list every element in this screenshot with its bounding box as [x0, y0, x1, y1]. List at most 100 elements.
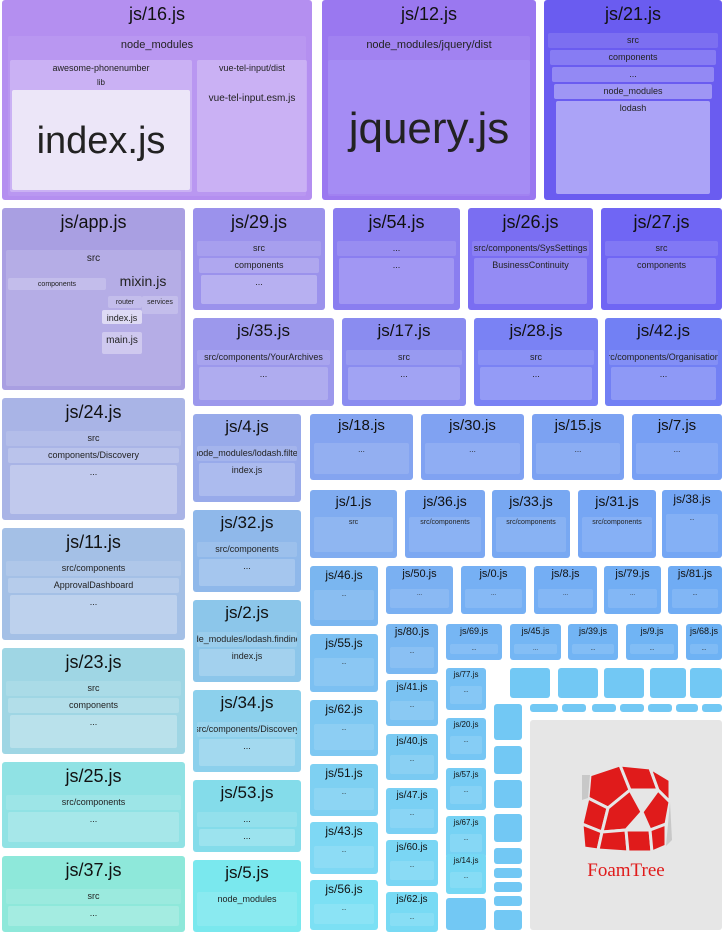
- bundle-tile[interactable]: js/67.js...: [446, 816, 486, 858]
- bundle-tile[interactable]: js/40.js...: [386, 734, 438, 780]
- bundle-tile[interactable]: js/18.js...: [310, 414, 413, 480]
- bundle-tile[interactable]: js/7.js...: [632, 414, 722, 480]
- bundle-tile[interactable]: js/56.js...: [310, 880, 378, 930]
- tile-group: ...: [8, 906, 179, 926]
- tile-group: lodash: [556, 101, 710, 194]
- tile-label: js/68.js: [689, 626, 718, 636]
- bundle-tile[interactable]: js/57.js...: [446, 768, 486, 810]
- bundle-tile[interactable]: js/79.js...: [604, 566, 661, 614]
- bundle-tile[interactable]: js/5.js node_modules: [193, 860, 301, 932]
- bundle-tile[interactable]: js/21.js src components... node_modules loda…: [544, 0, 722, 200]
- tile-group: ...: [339, 258, 454, 304]
- tile-label: js/40.js: [396, 736, 428, 747]
- tile-label: js/5.js: [225, 863, 269, 883]
- tile-label: js/36.js: [423, 492, 467, 509]
- bundle-tile[interactable]: js/32.js src/components...: [193, 510, 301, 592]
- bundle-tile[interactable]: js/34.js src/components/Discovery...: [193, 690, 301, 772]
- tile-group: ...: [10, 715, 177, 748]
- bundle-tile[interactable]: js/43.js...: [310, 822, 378, 874]
- bundle-tile[interactable]: js/47.js...: [386, 788, 438, 834]
- bundle-tile[interactable]: js/1.js src: [310, 490, 397, 558]
- bundle-tile[interactable]: js/46.js...: [310, 566, 378, 626]
- tile-group: ...: [199, 366, 328, 400]
- bundle-tile[interactable]: js/4.js node_modules/lodash.filter index.j…: [193, 414, 301, 502]
- tile-label: js/25.js: [65, 765, 122, 786]
- bundle-tile[interactable]: js/37.js src...: [2, 856, 185, 932]
- bundle-tile[interactable]: js/16.js node_modules awesome-phonenumber l…: [2, 0, 312, 200]
- bundle-tile[interactable]: js/42.js src/components/Organisations...: [605, 318, 722, 406]
- bundle-tile[interactable]: js/2.js node_modules/lodash.findindexinde…: [193, 600, 301, 682]
- bundle-tile[interactable]: js/26.js src/components/SysSettings Busine…: [468, 208, 593, 310]
- bundle-tile[interactable]: js/27.js src components: [601, 208, 722, 310]
- small-tile: [562, 704, 586, 712]
- bundle-tile[interactable]: js/62.js...: [386, 892, 438, 932]
- small-tile: [446, 898, 486, 930]
- bundle-tile[interactable]: js/36.js src/components: [405, 490, 485, 558]
- tile-group: ...: [10, 595, 177, 634]
- tile-group: components/Discovery: [8, 448, 179, 463]
- bundle-tile[interactable]: js/68.js...: [686, 624, 722, 660]
- bundle-tile[interactable]: js/25.js src/components...: [2, 762, 185, 848]
- bundle-tile[interactable]: js/55.js...: [310, 634, 378, 692]
- bundle-tile[interactable]: js/30.js...: [421, 414, 524, 480]
- tile-group: ...: [480, 366, 592, 400]
- bundle-tile[interactable]: js/14.js...: [446, 854, 486, 894]
- bundle-tile[interactable]: js/15.js...: [532, 414, 624, 480]
- tile-group: src: [314, 517, 393, 552]
- bundle-tile[interactable]: js/69.js...: [446, 624, 502, 660]
- bundle-tile[interactable]: js/17.js src...: [342, 318, 466, 406]
- bundle-tile[interactable]: js/33.js src/components: [492, 490, 570, 558]
- tile-group: ...: [465, 588, 522, 608]
- tile-label: js/27.js: [633, 211, 690, 232]
- bundle-tile[interactable]: js/62.js...: [310, 700, 378, 756]
- tile-group: ...: [314, 788, 374, 810]
- bundle-tile[interactable]: js/50.js...: [386, 566, 453, 614]
- tile-label: js/31.js: [595, 492, 639, 509]
- bundle-tile[interactable]: js/8.js...: [534, 566, 597, 614]
- tile-label: js/33.js: [509, 492, 553, 509]
- tile-group: ...: [611, 366, 716, 400]
- bundle-tile[interactable]: js/60.js...: [386, 840, 438, 886]
- tile-group: ...: [199, 558, 295, 586]
- bundle-tile[interactable]: js/54.js......: [333, 208, 460, 310]
- tile-group: ...: [390, 755, 434, 774]
- bundle-tile[interactable]: js/9.js...: [626, 624, 678, 660]
- bundle-tile[interactable]: js/81.js...: [668, 566, 722, 614]
- tile-label: js/37.js: [65, 859, 122, 880]
- small-tile: [592, 704, 616, 712]
- small-tile: [494, 848, 522, 864]
- tile-label: js/51.js: [325, 766, 363, 781]
- bundle-tile[interactable]: js/41.js...: [386, 680, 438, 726]
- tile-label: js/38.js: [673, 492, 711, 507]
- bundle-tile[interactable]: js/28.js src...: [474, 318, 598, 406]
- bundle-tile[interactable]: js/39.js...: [568, 624, 618, 660]
- bundle-tile[interactable]: js/11.js src/components ApprovalDashboard.…: [2, 528, 185, 640]
- tile-label: js/14.js: [453, 856, 479, 865]
- bundle-tile[interactable]: js/12.js node_modules/jquery/dist jquery.j…: [322, 0, 536, 200]
- bundle-tile[interactable]: js/35.js src/components/YourArchives...: [193, 318, 334, 406]
- tile-label: js/17.js: [377, 321, 431, 341]
- tile-group: index.js: [102, 310, 142, 324]
- bundle-tile[interactable]: js/77.js...: [446, 668, 486, 710]
- small-tile: [494, 814, 522, 842]
- small-tile: [494, 910, 522, 930]
- tile-group: src/components/Organisations: [609, 349, 718, 365]
- bundle-tile[interactable]: js/29.js src components...: [193, 208, 325, 310]
- bundle-tile[interactable]: js/53.js......: [193, 780, 301, 852]
- bundle-tile[interactable]: js/51.js...: [310, 764, 378, 816]
- bundle-tile[interactable]: js/38.js...: [662, 490, 722, 558]
- small-tile: [620, 704, 644, 712]
- tile-group: ...: [199, 738, 295, 766]
- bundle-tile[interactable]: js/app.js src components mixin.js router inde…: [2, 208, 185, 390]
- tile-group: ...: [199, 828, 295, 846]
- bundle-tile[interactable]: js/0.js...: [461, 566, 526, 614]
- bundle-tile[interactable]: js/20.js...: [446, 718, 486, 760]
- tile-group: src/components: [496, 517, 566, 552]
- tile-label: js/34.js: [220, 693, 274, 713]
- bundle-tile[interactable]: js/31.js src/components: [578, 490, 656, 558]
- tile-group: src: [6, 431, 181, 446]
- bundle-tile[interactable]: js/23.js src components...: [2, 648, 185, 754]
- bundle-tile[interactable]: js/80.js...: [386, 624, 438, 674]
- bundle-tile[interactable]: js/24.js src components/Discovery...: [2, 398, 185, 520]
- bundle-tile[interactable]: js/45.js...: [510, 624, 561, 660]
